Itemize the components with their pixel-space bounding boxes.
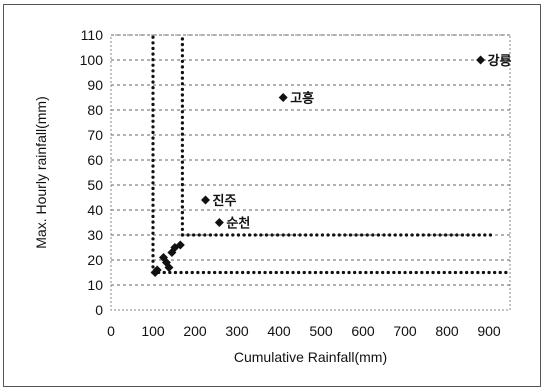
data-point xyxy=(152,265,162,275)
y-tick-label: 50 xyxy=(87,177,103,193)
data-point-label: 진주 xyxy=(213,193,237,209)
y-tick-label: 100 xyxy=(80,52,104,68)
x-tick-label: 400 xyxy=(267,323,291,339)
y-tick-label: 60 xyxy=(87,152,103,168)
y-tick-label: 30 xyxy=(87,227,103,243)
data-point-label: 고흥 xyxy=(290,91,314,107)
x-tick-label: 100 xyxy=(141,323,165,339)
reference-lines xyxy=(151,33,512,275)
data-point xyxy=(175,240,185,250)
data-point xyxy=(201,195,210,205)
y-tick-label: 40 xyxy=(87,202,103,218)
plot-area-border xyxy=(110,34,511,311)
data-point xyxy=(278,93,288,102)
data-point xyxy=(476,55,486,65)
data-point xyxy=(214,218,224,227)
y-tick-label: 90 xyxy=(87,77,103,93)
x-tick-label: 700 xyxy=(393,323,417,339)
data-point xyxy=(164,263,174,272)
y-tick-label: 110 xyxy=(81,27,104,43)
y-tick-label: 10 xyxy=(87,277,103,293)
tick-labels: 0 10 20 30 40 50 60 70 80 90 100 110 0 100 200 300 400 50… xyxy=(80,27,501,339)
y-tick-label: 20 xyxy=(87,252,103,268)
data-point-label: 강릉 xyxy=(488,53,512,69)
y-tick-label: 70 xyxy=(87,127,103,143)
y-axis-title: Max. Hourly rainfall(mm) xyxy=(33,96,49,248)
x-tick-label: 200 xyxy=(183,323,207,339)
chart-frame xyxy=(3,4,541,387)
x-tick-label: 0 xyxy=(107,323,115,339)
y-tick-label: 0 xyxy=(95,302,103,318)
x-tick-label: 800 xyxy=(435,323,459,339)
data-point-label: 순천 xyxy=(226,217,250,232)
x-tick-label: 300 xyxy=(225,323,249,339)
x-tick-label: 500 xyxy=(309,323,333,339)
grid xyxy=(110,34,511,311)
x-tick-label: 900 xyxy=(477,323,501,339)
x-axis-title: Cumulative Rainfall(mm) xyxy=(234,349,387,365)
y-tick-label: 80 xyxy=(87,102,103,118)
x-tick-label: 600 xyxy=(351,323,375,339)
